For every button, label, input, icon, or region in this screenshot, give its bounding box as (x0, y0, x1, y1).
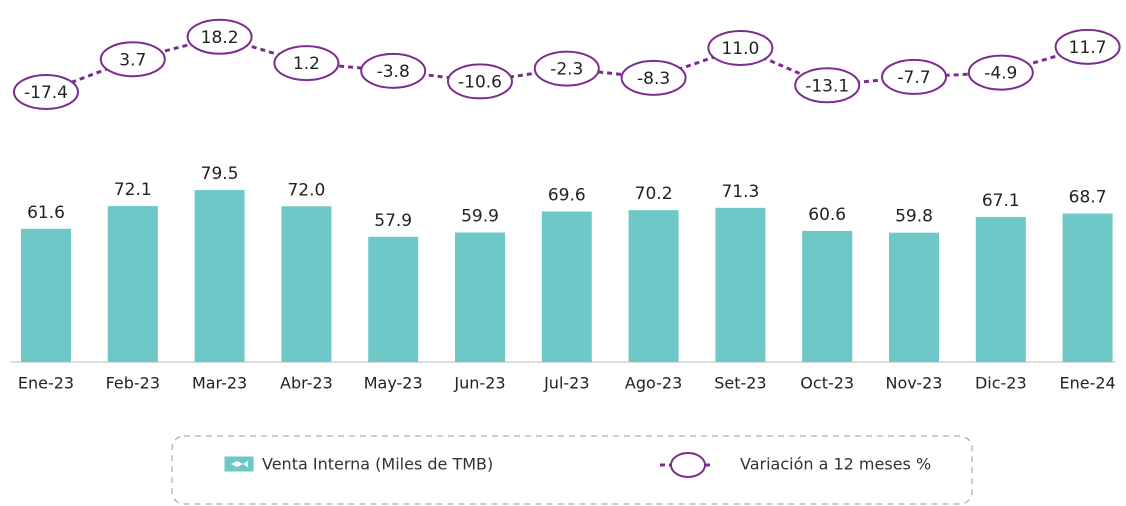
data-label: -7.7 (897, 68, 930, 88)
x-tick-label: Jul-23 (543, 374, 589, 393)
x-tick-label: Jun-23 (453, 374, 505, 393)
bar (107, 206, 158, 362)
data-label: 72.1 (114, 180, 152, 200)
variation-marker (620, 59, 687, 96)
data-label: -10.6 (458, 72, 502, 92)
data-label: 70.2 (635, 184, 673, 204)
data-label: -4.9 (984, 64, 1017, 84)
legend-label: Venta Interna (Miles de TMB) (262, 455, 493, 474)
variation-marker (447, 63, 513, 100)
bar (802, 230, 853, 362)
x-tick-label: Ago-23 (625, 374, 682, 393)
bar (975, 216, 1026, 362)
data-label: 69.6 (548, 185, 586, 205)
bar (541, 211, 592, 362)
x-tick-label: Nov-23 (886, 374, 943, 393)
data-label: 61.6 (27, 203, 65, 223)
data-label: -3.8 (377, 62, 410, 82)
variation-marker (794, 67, 861, 104)
legend-fish-icon (231, 461, 248, 467)
data-label: 67.1 (982, 191, 1020, 211)
x-tick-label: Dic-23 (975, 374, 1027, 393)
data-label: 57.9 (374, 211, 412, 231)
variation-marker (13, 73, 79, 110)
data-label: 3.7 (119, 50, 146, 70)
variation-marker (186, 18, 253, 55)
variation-marker (99, 41, 166, 78)
data-label: 59.9 (461, 206, 499, 226)
bar (21, 228, 71, 362)
data-label: 18.2 (201, 28, 239, 48)
legend-box (171, 435, 973, 505)
bar (194, 190, 245, 362)
data-label: 1.2 (293, 54, 320, 74)
variation-marker (967, 54, 1034, 91)
data-label: -17.4 (24, 83, 68, 103)
data-label: -2.3 (550, 60, 583, 80)
data-label: 68.7 (1069, 187, 1107, 207)
x-tick-label: Set-23 (714, 374, 766, 393)
bar (368, 236, 419, 362)
variation-marker (360, 52, 427, 89)
x-tick-label: Ene-24 (1059, 374, 1115, 393)
data-label: 79.5 (201, 164, 239, 184)
legend-ellipse-icon (670, 452, 706, 478)
bar (715, 207, 766, 362)
data-label: 72.0 (287, 180, 325, 200)
bar (889, 232, 939, 362)
bar (1062, 213, 1113, 362)
x-tick-label: Oct-23 (800, 374, 854, 393)
legend-label: Variación a 12 meses % (740, 455, 931, 474)
bar (628, 210, 679, 362)
data-label: 59.8 (895, 207, 933, 227)
data-label: 60.6 (808, 205, 846, 225)
x-tick-label: Mar-23 (192, 374, 247, 393)
bar (281, 206, 332, 362)
variation-marker (1054, 28, 1121, 65)
data-label: -13.1 (805, 76, 849, 96)
data-label: 71.3 (721, 182, 759, 202)
variation-marker (707, 29, 774, 66)
variation-marker (881, 58, 947, 95)
variation-marker (273, 45, 340, 82)
data-label: 11.7 (1069, 38, 1107, 58)
data-label: 11.0 (721, 39, 759, 59)
data-label: -8.3 (637, 69, 670, 89)
variation-marker (533, 50, 600, 87)
x-tick-label: Ene-23 (18, 374, 74, 393)
bar (455, 232, 505, 362)
x-tick-label: Abr-23 (280, 374, 333, 393)
x-tick-label: Feb-23 (106, 374, 160, 393)
x-tick-label: May-23 (364, 374, 423, 393)
